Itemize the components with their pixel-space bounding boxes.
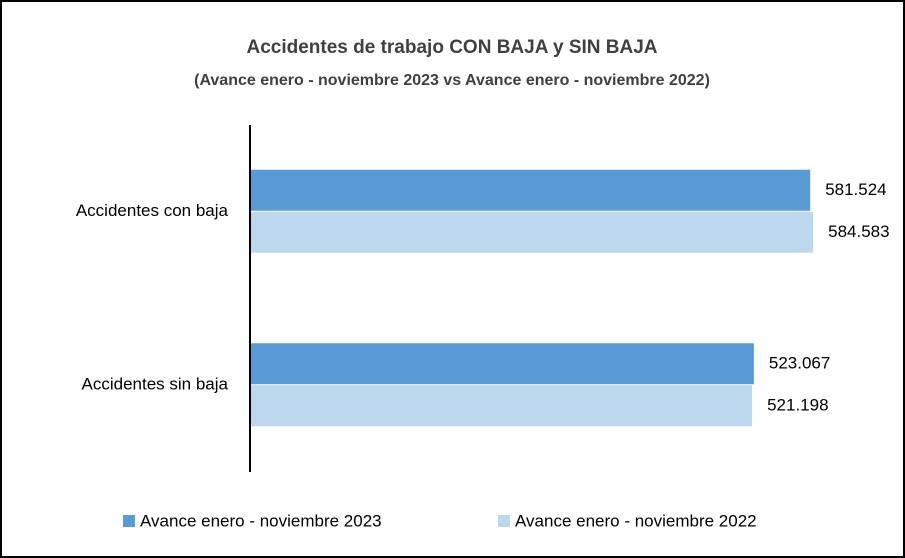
chart-subtitle: (Avance enero - noviembre 2023 vs Avance… [194, 72, 710, 89]
bar [250, 211, 814, 253]
legend-label: Avance enero - noviembre 2023 [140, 511, 382, 530]
data-label: 521.198 [767, 396, 828, 415]
bar [250, 169, 811, 211]
chart-title: Accidentes de trabajo CON BAJA y SIN BAJ… [246, 37, 657, 58]
data-label: 581.524 [825, 180, 886, 199]
bar [250, 385, 753, 427]
legend-swatch [123, 515, 135, 527]
bar [250, 343, 754, 385]
data-label: 584.583 [828, 222, 889, 241]
legend-label: Avance enero - noviembre 2022 [515, 511, 757, 530]
data-label: 523.067 [769, 354, 830, 373]
y-tick-label: Accidentes sin baja [82, 375, 229, 394]
y-tick-label: Accidentes con baja [76, 201, 229, 220]
legend-swatch [498, 515, 510, 527]
